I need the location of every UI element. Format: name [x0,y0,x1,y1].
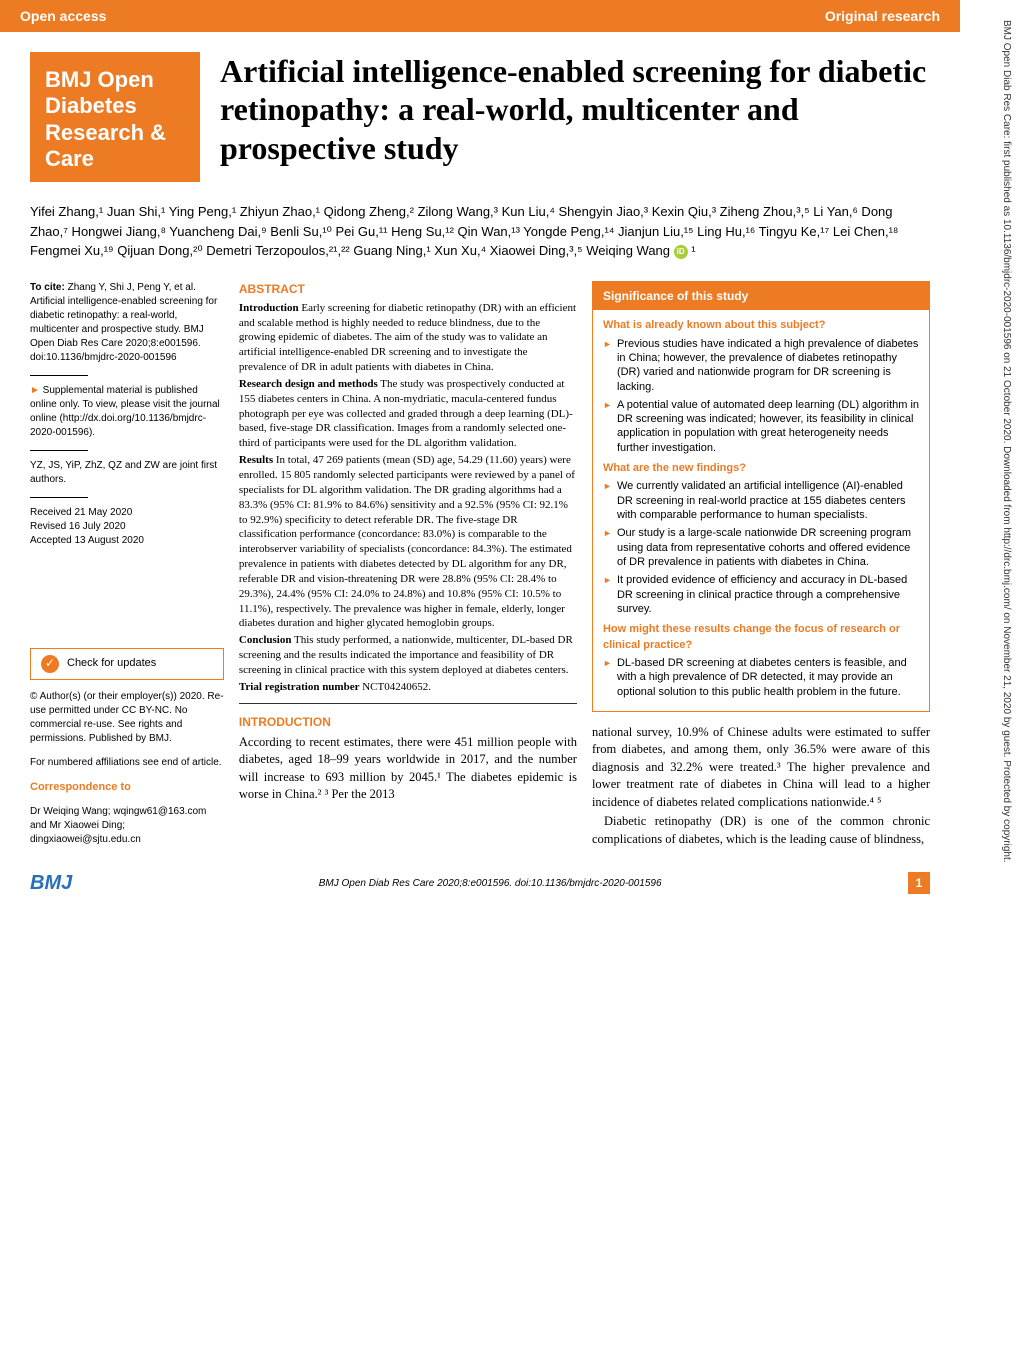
right-column: Significance of this study What is alrea… [592,281,930,857]
arrow-icon: ► [30,385,40,396]
abstract-heading: ABSTRACT [239,281,577,297]
abstract-conclusion: Conclusion This study performed, a natio… [239,633,577,678]
abstract-intro: Introduction Early screening for diabeti… [239,301,577,375]
abstract-methods: Research design and methods The study wa… [239,377,577,451]
bmj-logo: BMJ [30,872,72,895]
authors-list: Yifei Zhang,¹ Juan Shi,¹ Ying Peng,¹ Zhi… [0,192,960,281]
authors-text: Yifei Zhang,¹ Juan Shi,¹ Ying Peng,¹ Zhi… [30,204,898,258]
journal-logo-box: BMJ Open Diabetes Research & Care [30,52,200,182]
body-p1: national survey, 10.9% of Chinese adults… [592,724,930,812]
list-item: Previous studies have indicated a high p… [603,337,919,394]
list-item: DL-based DR screening at diabetes center… [603,656,919,699]
orcid-icon[interactable] [674,245,688,259]
body-p2: Diabetic retinopathy (DR) is one of the … [592,813,930,848]
copyright-text: © Author(s) (or their employer(s)) 2020.… [30,690,224,746]
supplemental-note: ► Supplemental material is published onl… [30,384,224,440]
article-title: Artificial intelligence-enabled screenin… [200,52,930,182]
abstract-trial: Trial registration number NCT04240652. [239,680,577,695]
page-number: 1 [908,872,930,894]
check-updates-label: Check for updates [67,656,156,671]
check-updates-button[interactable]: ✓ Check for updates [30,648,224,680]
sig-q2: What are the new findings? [603,461,919,476]
joint-authors-note: YZ, JS, YiP, ZhZ, QZ and ZW are joint fi… [30,459,224,487]
list-item: A potential value of automated deep lear… [603,398,919,455]
abstract-results: Results In total, 47 269 patients (mean … [239,453,577,631]
footer-citation: BMJ Open Diab Res Care 2020;8:e001596. d… [319,878,662,889]
header-bar: Open access Original research [0,0,960,32]
list-item: It provided evidence of efficiency and a… [603,573,919,616]
open-access-label: Open access [0,0,480,32]
vertical-citation: BMJ Open Diab Res Care: first published … [960,0,1020,905]
citation-block: To cite: Zhang Y, Shi J, Peng Y, et al. … [30,281,224,365]
significance-box: Significance of this study What is alrea… [592,281,930,712]
sig-q1: What is already known about this subject… [603,318,919,333]
affiliations-note: For numbered affiliations see end of art… [30,756,224,770]
abstract-column: ABSTRACT Introduction Early screening fo… [239,281,577,857]
intro-text: According to recent estimates, there wer… [239,734,577,804]
intro-heading: INTRODUCTION [239,714,577,730]
check-mark-icon: ✓ [41,655,59,673]
original-research-label: Original research [480,0,960,32]
dates-block: Received 21 May 2020 Revised 16 July 202… [30,506,224,548]
sig-q3-list: DL-based DR screening at diabetes center… [603,656,919,699]
sig-q1-list: Previous studies have indicated a high p… [603,337,919,455]
correspondence-text: Dr Weiqing Wang; wqingw61@163.com and Mr… [30,805,224,847]
list-item: We currently validated an artificial int… [603,479,919,522]
list-item: Our study is a large-scale nationwide DR… [603,526,919,569]
sig-q3: How might these results change the focus… [603,622,919,653]
sidebar-column: To cite: Zhang Y, Shi J, Peng Y, et al. … [30,281,224,857]
page-footer: BMJ BMJ Open Diab Res Care 2020;8:e00159… [0,857,960,905]
correspondence-heading: Correspondence to [30,780,224,795]
sig-q2-list: We currently validated an artificial int… [603,479,919,616]
body-text: national survey, 10.9% of Chinese adults… [592,724,930,849]
significance-header: Significance of this study [593,282,929,311]
